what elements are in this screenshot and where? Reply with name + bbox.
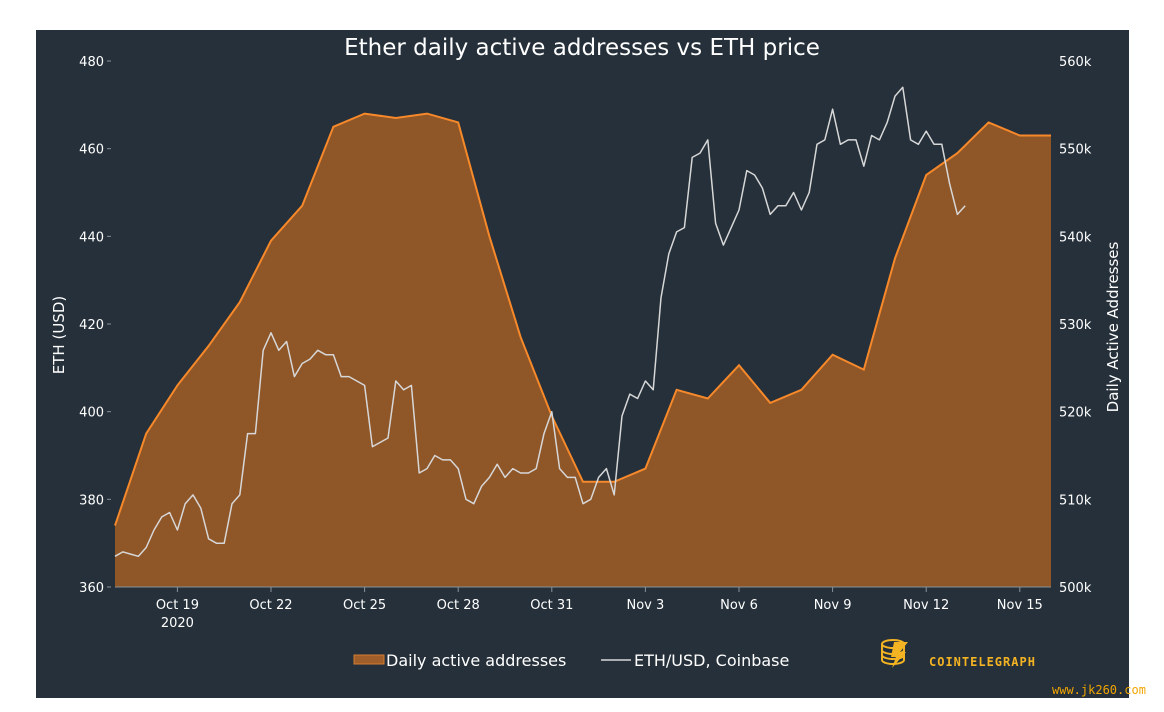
area-daily-active-addresses xyxy=(115,113,1051,587)
x-tick-label: Nov 6 xyxy=(720,598,758,613)
y2-tick-label: 500k xyxy=(1059,581,1092,596)
y-tick-label: 360 xyxy=(79,581,104,596)
x-tick-year-label: 2020 xyxy=(161,616,194,631)
x-tick-label: Nov 15 xyxy=(997,598,1043,613)
line-eth-usd xyxy=(114,86,966,558)
y2-tick-label: 550k xyxy=(1059,143,1092,158)
y-tick-label: 420 xyxy=(79,318,104,333)
x-tick-label: Oct 22 xyxy=(249,598,292,613)
x-tick-label: Oct 25 xyxy=(343,598,386,613)
x-tick-label: Nov 3 xyxy=(627,598,665,613)
x-tick-label: Oct 28 xyxy=(437,598,480,613)
chart-title: Ether daily active addresses vs ETH pric… xyxy=(344,35,820,61)
x-tick-label: Nov 12 xyxy=(903,598,949,613)
legend[interactable]: Daily active addresses ETH/USD, Coinbase xyxy=(353,651,789,670)
y2-tick-label: 520k xyxy=(1059,406,1092,421)
chart-frame: Ether daily active addresses vs ETH pric… xyxy=(36,30,1129,698)
y2-tick-label: 540k xyxy=(1059,230,1092,245)
brand-name: COINTELEGRAPH xyxy=(929,655,1036,669)
x-tick-label: Oct 19 xyxy=(156,598,199,613)
y-tick-label: 460 xyxy=(79,143,104,158)
chart-canvas: Ether daily active addresses vs ETH pric… xyxy=(50,35,1122,670)
y2-axis-title: Daily Active Addresses xyxy=(1104,241,1122,412)
plot-area xyxy=(114,86,1051,587)
y-axis-title: ETH (USD) xyxy=(50,296,68,374)
legend-swatch-daily-active-addresses xyxy=(353,654,385,665)
cointelegraph-logo: COINTELEGRAPH xyxy=(881,639,1036,669)
axes: Oct 19 2020 Oct 22 Oct 25 Oct 28 Oct 31 Nov 3 N… xyxy=(79,55,1092,631)
y-tick-label: 440 xyxy=(79,230,104,245)
y2-tick-label: 530k xyxy=(1059,318,1092,333)
y-tick-label: 400 xyxy=(79,406,104,421)
y-tick-label: 480 xyxy=(79,55,104,70)
legend-label-eth-usd[interactable]: ETH/USD, Coinbase xyxy=(634,651,789,670)
x-tick-label: Oct 31 xyxy=(530,598,573,613)
legend-label-daily-active-addresses[interactable]: Daily active addresses xyxy=(386,651,566,670)
line-daily-active-addresses xyxy=(114,112,1051,526)
coin-stack-icon xyxy=(881,639,908,668)
y2-tick-label: 560k xyxy=(1059,55,1092,70)
y-tick-label: 380 xyxy=(79,493,104,508)
x-tick-label: Nov 9 xyxy=(814,598,852,613)
y2-tick-label: 510k xyxy=(1059,493,1092,508)
